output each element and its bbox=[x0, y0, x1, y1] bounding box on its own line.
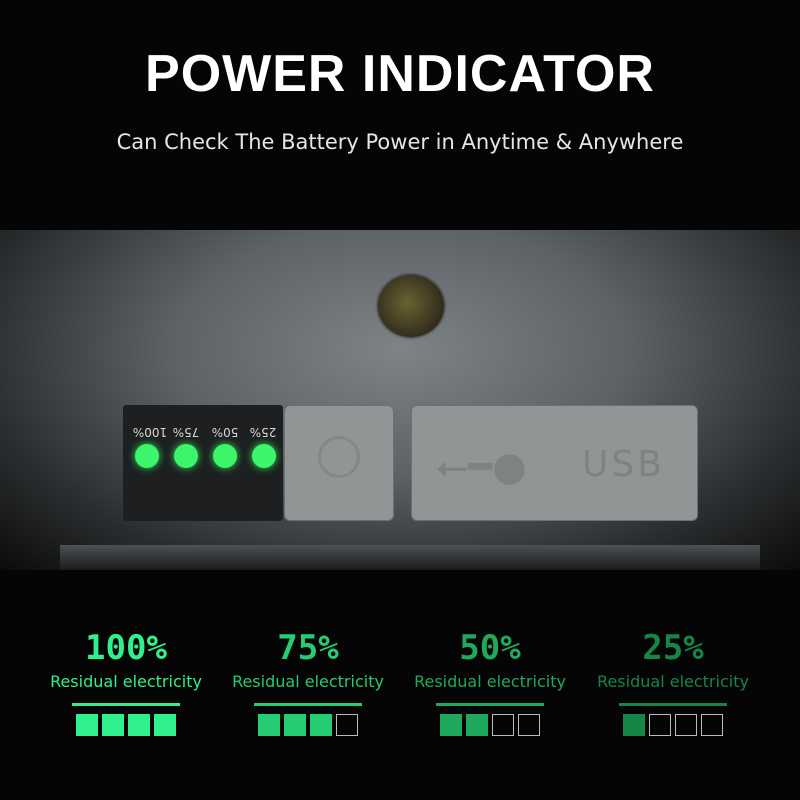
page-title: POWER INDICATOR bbox=[145, 45, 655, 103]
level-50-card: 50% Residual electricity bbox=[400, 628, 580, 736]
level-percent: 25% bbox=[642, 628, 704, 668]
power-button[interactable] bbox=[284, 405, 394, 521]
level-percent: 75% bbox=[277, 628, 339, 668]
bar-filled bbox=[128, 714, 150, 736]
level-label: Residual electricity bbox=[414, 672, 566, 691]
bar-empty bbox=[492, 714, 514, 736]
subtitle: Can Check The Battery Power in Anytime &… bbox=[116, 130, 684, 154]
level-label: Residual electricity bbox=[50, 672, 202, 691]
usb-label: USB bbox=[582, 444, 665, 485]
led-label: 50% bbox=[211, 425, 239, 439]
level-75-card: 75% Residual electricity bbox=[218, 628, 398, 736]
bar-filled bbox=[466, 714, 488, 736]
bar-empty bbox=[701, 714, 723, 736]
divider bbox=[254, 703, 362, 706]
led-light bbox=[252, 444, 276, 468]
usb-icon: ⭠━● bbox=[436, 444, 527, 490]
bar-empty bbox=[649, 714, 671, 736]
bar-filled bbox=[76, 714, 98, 736]
bar-empty bbox=[336, 714, 358, 736]
bar-filled bbox=[258, 714, 280, 736]
power-icon bbox=[318, 436, 360, 478]
bar-filled bbox=[284, 714, 306, 736]
dc-port-knob bbox=[378, 275, 444, 337]
level-bars bbox=[218, 714, 398, 736]
led-label: 100% bbox=[132, 425, 168, 439]
led-label: 25% bbox=[249, 425, 277, 439]
level-25-card: 25% Residual electricity bbox=[583, 628, 763, 736]
bar-filled bbox=[623, 714, 645, 736]
level-100-card: 100% Residual electricity bbox=[36, 628, 216, 736]
led-indicator-panel: 100% 75% 50% 25% bbox=[123, 405, 283, 521]
led-light bbox=[174, 444, 198, 468]
level-percent: 50% bbox=[459, 628, 521, 668]
level-label: Residual electricity bbox=[597, 672, 749, 691]
bar-empty bbox=[675, 714, 697, 736]
level-bars bbox=[400, 714, 580, 736]
bar-empty bbox=[518, 714, 540, 736]
bar-filled bbox=[102, 714, 124, 736]
led-light bbox=[213, 444, 237, 468]
led-label: 75% bbox=[172, 425, 200, 439]
level-bars bbox=[583, 714, 763, 736]
level-label: Residual electricity bbox=[232, 672, 384, 691]
bar-filled bbox=[310, 714, 332, 736]
divider bbox=[619, 703, 727, 706]
led-light bbox=[135, 444, 159, 468]
level-percent: 100% bbox=[85, 628, 167, 668]
divider bbox=[72, 703, 180, 706]
device-edge bbox=[60, 545, 760, 570]
divider bbox=[436, 703, 544, 706]
usb-port-cover[interactable]: ⭠━● USB bbox=[411, 405, 698, 521]
level-bars bbox=[36, 714, 216, 736]
bar-filled bbox=[440, 714, 462, 736]
bar-filled bbox=[154, 714, 176, 736]
